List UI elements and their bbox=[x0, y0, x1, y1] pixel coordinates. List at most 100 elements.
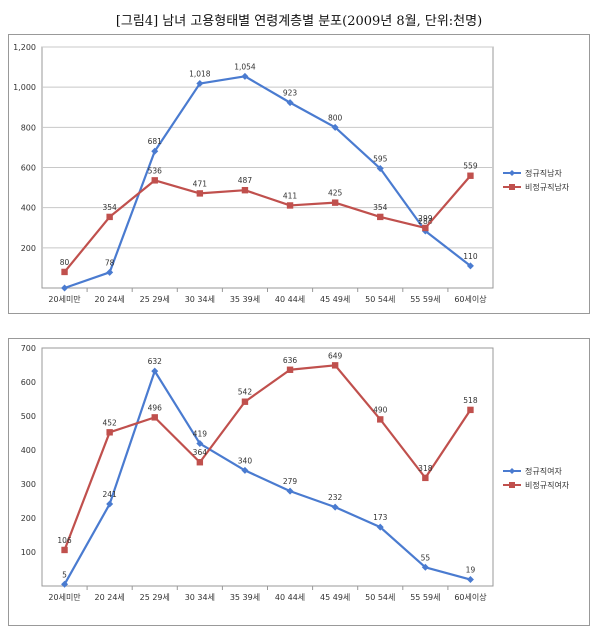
male-chart-data-label: 595 bbox=[373, 155, 388, 164]
male-chart-x-tick-label: 20 24세 bbox=[95, 295, 125, 304]
male-chart-y-tick-label: 1,200 bbox=[13, 43, 36, 52]
male-chart-point bbox=[241, 186, 249, 194]
male-chart-point bbox=[106, 213, 113, 221]
male-chart-x-tick-label: 35 39세 bbox=[230, 295, 260, 304]
male-chart-legend-marker bbox=[509, 184, 515, 190]
male-chart-point bbox=[61, 268, 68, 276]
male-chart-series-line-0 bbox=[64, 75, 472, 290]
male-chart-point bbox=[286, 99, 294, 107]
female-chart-data-label: 496 bbox=[148, 403, 163, 412]
female-chart-point bbox=[106, 429, 113, 436]
female-chart-data-label: 542 bbox=[238, 388, 253, 397]
male-chart-x-tick-label: 40 44세 bbox=[275, 295, 305, 304]
female-chart-y-tick-label: 600 bbox=[21, 378, 36, 387]
female-chart-point bbox=[61, 546, 68, 554]
male-chart-data-label: 425 bbox=[328, 189, 343, 198]
male-chart-series-line-1 bbox=[63, 175, 472, 273]
male-chart-y-tick-label: 200 bbox=[21, 244, 36, 253]
male-chart-x-tick-label: 25 29세 bbox=[140, 295, 170, 304]
female-chart-point bbox=[286, 366, 294, 373]
male-chart-point bbox=[376, 165, 384, 173]
female-chart-data-label: 419 bbox=[193, 430, 208, 439]
female-chart-point bbox=[377, 416, 384, 423]
male-chart-data-label: 1,018 bbox=[189, 70, 211, 79]
female-chart-x-tick-label: 20 24세 bbox=[95, 593, 125, 602]
female-chart-data-label: 632 bbox=[148, 357, 163, 366]
male-chart-data-label: 354 bbox=[373, 203, 388, 212]
female-chart-x-tick-label: 25 29세 bbox=[140, 593, 170, 602]
male-chart-point bbox=[466, 262, 474, 270]
female-chart-point bbox=[376, 523, 384, 531]
male-chart-x-tick-label: 45 49세 bbox=[320, 295, 350, 304]
female-chart-x-tick-label: 55 59세 bbox=[410, 593, 440, 602]
female-chart-data-label: 173 bbox=[373, 513, 388, 522]
male-chart-panel: 200 400 600 800 1,000 1,200 20세미만 20 24세 25 29세 3… bbox=[8, 34, 590, 314]
female-chart-point bbox=[241, 466, 249, 474]
female-chart-data-label: 649 bbox=[328, 351, 343, 360]
female-chart-series-line-0 bbox=[63, 370, 471, 585]
male-chart-point bbox=[422, 224, 429, 232]
male-chart-data-label: 923 bbox=[283, 89, 298, 98]
female-chart-point bbox=[196, 440, 204, 448]
male-chart-point bbox=[196, 80, 204, 88]
male-chart-point bbox=[467, 172, 474, 179]
female-chart-point bbox=[61, 580, 69, 588]
female-chart-data-label: 55 bbox=[421, 553, 431, 562]
male-chart-point bbox=[331, 199, 339, 206]
female-chart-point bbox=[196, 459, 204, 466]
female-chart-point bbox=[422, 474, 429, 482]
female-chart-data-label: 636 bbox=[283, 356, 298, 365]
male-chart-point bbox=[106, 268, 114, 276]
male-chart-point bbox=[241, 72, 249, 80]
female-chart-y-tick-label: 200 bbox=[21, 514, 36, 523]
male-chart-data-label: 411 bbox=[283, 191, 298, 200]
female-chart-data-label: 518 bbox=[463, 396, 478, 405]
male-chart-y-tick-label: 600 bbox=[21, 164, 36, 173]
female-chart-x-tick-label: 50 54세 bbox=[365, 593, 395, 602]
female-chart-point bbox=[466, 576, 474, 584]
male-chart-data-label: 1,054 bbox=[234, 62, 256, 71]
male-chart-data-label: 78 bbox=[105, 258, 115, 267]
female-chart-data-label: 490 bbox=[373, 405, 388, 414]
male-chart-data-label: 80 bbox=[60, 258, 70, 267]
male-chart-point bbox=[286, 202, 294, 209]
male-chart-point bbox=[151, 177, 158, 184]
male-chart-x-tick-label: 20세미만 bbox=[48, 295, 81, 304]
female-chart-data-label: 241 bbox=[102, 490, 117, 499]
female-chart-data-label: 340 bbox=[238, 456, 253, 465]
male-chart-legend-marker bbox=[509, 170, 515, 176]
male-chart-data-label: 800 bbox=[328, 113, 343, 122]
female-chart-y-tick-label: 500 bbox=[21, 412, 36, 421]
male-chart-y-tick-label: 400 bbox=[21, 204, 36, 213]
female-chart-x-tick-label: 20세미만 bbox=[48, 593, 81, 602]
female-chart-data-label: 19 bbox=[466, 566, 476, 575]
male-chart-data-label: 354 bbox=[102, 203, 117, 212]
female-chart-y-tick-label: 300 bbox=[21, 480, 36, 489]
female-chart-data-label: 106 bbox=[57, 536, 72, 545]
male-chart-y-tick-label: 1,000 bbox=[13, 83, 36, 92]
male-chart-x-tick-label: 60세이상 bbox=[454, 294, 487, 304]
female-chart-data-label: 318 bbox=[418, 464, 433, 473]
female-chart-legend-marker bbox=[509, 468, 515, 474]
female-line-chart: 100 200 300 400 500 600 700 20세미만 20 24세 25 29세 30… bbox=[21, 344, 570, 602]
female-chart-data-label: 364 bbox=[193, 448, 208, 457]
male-chart-data-label: 536 bbox=[148, 166, 163, 175]
female-chart-panel: 100 200 300 400 500 600 700 20세미만 20 24세 25 29세 30… bbox=[8, 338, 590, 626]
female-chart-data-label: 452 bbox=[102, 418, 117, 427]
female-chart-data-label: 279 bbox=[283, 477, 298, 486]
female-chart-point bbox=[467, 406, 474, 414]
male-chart-data-label: 471 bbox=[193, 179, 208, 188]
female-chart-point bbox=[106, 500, 114, 508]
female-chart-point bbox=[151, 414, 158, 421]
female-chart-point bbox=[241, 398, 249, 405]
female-chart-point bbox=[331, 362, 339, 369]
male-chart-legend-label: 정규직남자 bbox=[525, 168, 562, 178]
male-chart-legend-label: 비정규직남자 bbox=[525, 182, 570, 192]
male-line-chart: 200 400 600 800 1,000 1,200 20세미만 20 24세 25 29세 3… bbox=[13, 43, 570, 304]
page-title: [그림4] 남녀 고용형태별 연령계층별 분포(2009년 8월, 단위:천명) bbox=[115, 14, 483, 29]
female-chart-y-tick-label: 700 bbox=[21, 344, 36, 353]
female-chart-point bbox=[421, 563, 429, 571]
male-chart-point bbox=[196, 190, 204, 197]
male-chart-x-tick-label: 30 34세 bbox=[185, 295, 215, 304]
male-chart-data-label: 110 bbox=[463, 252, 478, 261]
